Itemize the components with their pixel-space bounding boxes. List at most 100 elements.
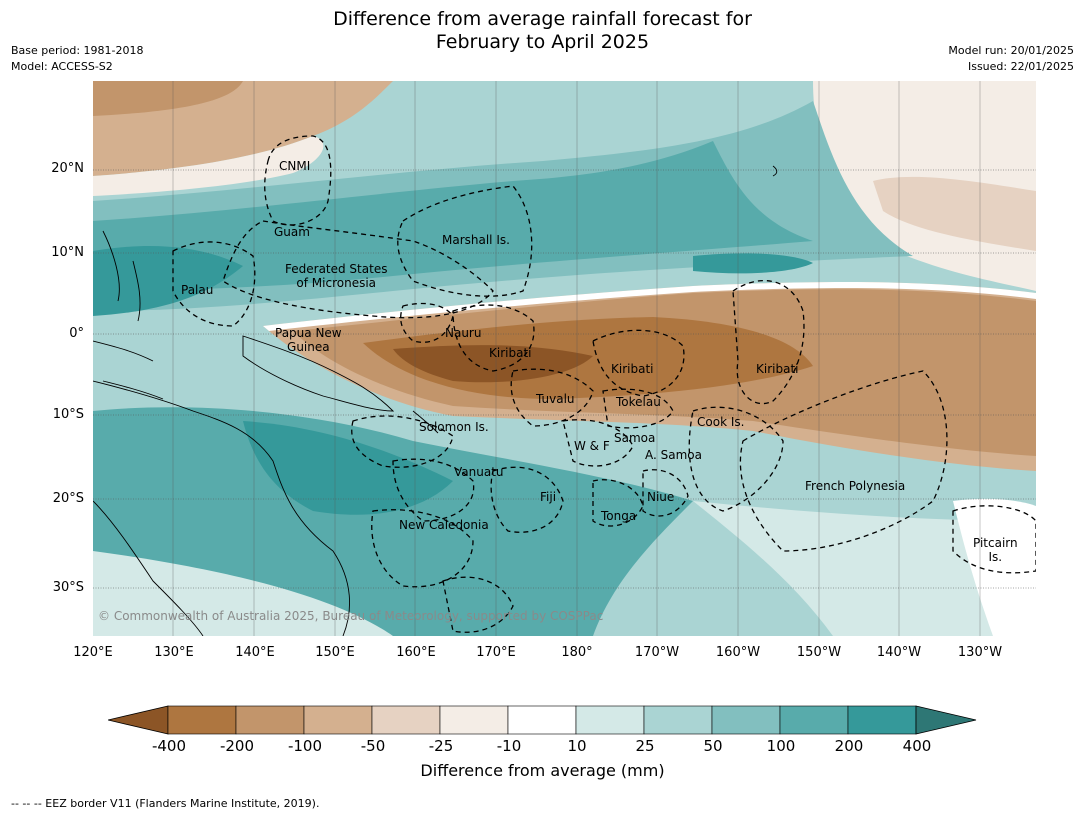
eez-borders: [172, 135, 1036, 633]
field-se-white: [953, 498, 1036, 636]
cb-label-6: 10: [567, 737, 587, 755]
australia-inner: [93, 500, 204, 636]
colorbar-swatch-8: [643, 705, 713, 735]
eez-s-island: [442, 576, 514, 633]
label-french-polynesia: French Polynesia: [805, 479, 906, 493]
colorbar-swatch-4: [371, 705, 441, 735]
field-se-light: [693, 501, 1036, 636]
y-tick-0: 20°N: [51, 161, 84, 176]
eez-fsm: [222, 220, 494, 319]
eez-new-caledonia: [371, 509, 474, 588]
eez-kiribati-w: [452, 304, 535, 372]
eez-tonga: [592, 479, 644, 527]
label-fsm: Federated States of Micronesia: [285, 262, 387, 290]
label-vanuatu: Vanuatu: [454, 465, 504, 479]
label-marshall: Marshall Is.: [442, 233, 510, 247]
map-title: Difference from average rainfall forecas…: [0, 8, 1085, 54]
label-samoa: Samoa: [614, 431, 656, 445]
eez-fiji: [490, 466, 564, 533]
field-sw-light: [93, 551, 393, 636]
x-tick-9: 150°W: [796, 645, 842, 660]
y-tick-1: 10°N: [51, 245, 84, 260]
label-palau: Palau: [181, 283, 214, 297]
eez-marshall: [397, 185, 533, 297]
label-fsm-1: Federated States: [285, 262, 388, 276]
label-solomon: Solomon Is.: [419, 420, 489, 434]
colorbar-arrow-low: [108, 705, 169, 735]
label-kiribati-east: Kiribati: [756, 362, 799, 376]
colorbar-swatch-5: [439, 705, 509, 735]
label-pitcairn-1: Pitcairn: [973, 536, 1018, 550]
y-tick-3: 10°S: [52, 407, 84, 422]
eez-kiribati-e: [732, 280, 805, 405]
label-png-1: Papua New: [275, 326, 342, 340]
base-period: Base period: 1981-2018: [11, 44, 144, 57]
cb-label-0: -400: [151, 737, 187, 755]
y-tick-5: 30°S: [52, 580, 84, 595]
label-kiribati-central: Kiribati: [611, 362, 654, 376]
cb-label-4: -25: [428, 737, 454, 755]
x-tick-8: 160°W: [715, 645, 761, 660]
map-gridlines: [172, 81, 981, 636]
eez-niue: [642, 469, 689, 517]
issued-date: Issued: 22/01/2025: [967, 60, 1074, 73]
cb-label-3: -50: [360, 737, 386, 755]
field-ne-tan: [873, 176, 1036, 251]
x-tick-6: 180°: [561, 645, 593, 660]
label-fsm-2: of Micronesia: [296, 276, 377, 290]
x-tick-10: 140°W: [876, 645, 922, 660]
eez-solomon: [351, 415, 454, 468]
eez-cook: [688, 406, 784, 512]
eez-nauru: [400, 302, 454, 343]
cb-label-5: -10: [496, 737, 522, 755]
label-fiji: Fiji: [540, 490, 557, 504]
field-n-core: [693, 253, 813, 274]
cb-label-7: 25: [635, 737, 655, 755]
copyright-notice: © Commonwealth of Australia 2025, Bureau…: [98, 609, 604, 623]
coastlines: [93, 165, 778, 636]
label-kiribati-west: Kiribati: [489, 346, 532, 360]
cb-label-10: 200: [834, 737, 864, 755]
x-tick-1: 130°E: [154, 645, 194, 660]
x-tick-4: 160°E: [396, 645, 436, 660]
eez-vanuatu: [392, 458, 475, 522]
eez-note: -- -- -- EEZ border V11 (Flanders Marine…: [11, 797, 320, 810]
colorbar-swatch-1: [167, 705, 237, 735]
x-tick-0: 120°E: [73, 645, 113, 660]
map-field: [93, 81, 1036, 636]
colorbar-title: Difference from average (mm): [420, 761, 665, 780]
label-nauru: Nauru: [445, 326, 482, 340]
x-tick-5: 170°E: [476, 645, 516, 660]
label-asamoa: A. Samoa: [645, 448, 702, 462]
australia-coast: [93, 380, 351, 636]
eez-tuvalu: [510, 368, 594, 427]
eez-cnmi: [264, 135, 332, 226]
field-s-core: [243, 421, 453, 515]
label-tokelau: Tokelau: [616, 395, 661, 409]
title-line-2: February to April 2025: [435, 31, 650, 53]
field-w-core: [93, 246, 243, 316]
cb-label-8: 50: [703, 737, 723, 755]
meta-right: Model run: 20/01/2025 Issued: 22/01/2025: [948, 43, 1074, 75]
colorbar: [108, 705, 977, 735]
x-tick-7: 170°W: [634, 645, 680, 660]
label-png-2: Guinea: [287, 340, 330, 354]
colorbar-swatch-2: [235, 705, 305, 735]
x-tick-11: 130°W: [957, 645, 1003, 660]
field-eq-core: [393, 345, 593, 383]
label-tuvalu: Tuvalu: [536, 392, 575, 406]
label-guam: Guam: [274, 225, 310, 239]
eez-kiribati-c: [592, 329, 685, 397]
philippines-coast: [102, 230, 141, 322]
label-niue: Niue: [647, 490, 675, 504]
meta-left: Base period: 1981-2018 Model: ACCESS-S2: [11, 43, 143, 75]
y-tick-4: 20°S: [52, 491, 84, 506]
eez-tokelau: [602, 388, 674, 429]
colorbar-swatches: [108, 705, 977, 735]
label-wf: W & F: [574, 439, 610, 453]
cb-label-1: -200: [219, 737, 255, 755]
colorbar-swatch-3: [303, 705, 373, 735]
field-eq-ribbon: [263, 281, 1036, 331]
colorbar-arrow-high: [915, 705, 977, 735]
model-run: Model run: 20/01/2025: [948, 44, 1074, 57]
